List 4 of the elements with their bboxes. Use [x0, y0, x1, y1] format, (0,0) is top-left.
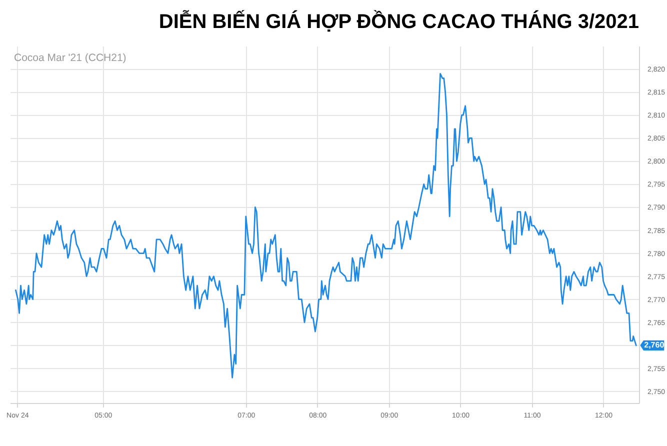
line-series — [15, 72, 637, 378]
text: Cocoa Mar '21 (CCH21) — [14, 52, 126, 64]
chart-title: DIỄN BIẾN GIÁ HỢP ĐỒNG CACAO THÁNG 3/2021 — [158, 10, 639, 33]
annotation: 2,760 — [644, 340, 665, 350]
